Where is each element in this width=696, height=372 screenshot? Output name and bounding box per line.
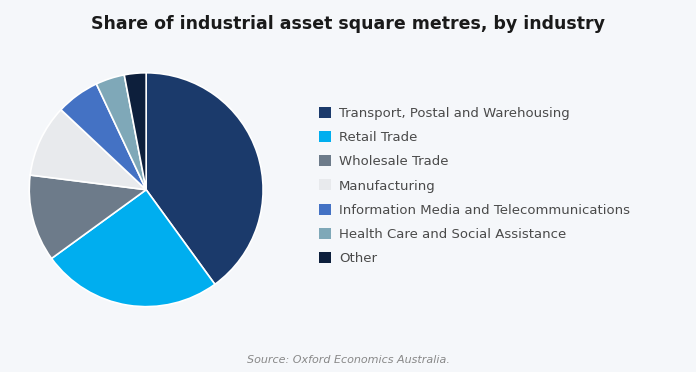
Wedge shape [125,73,146,190]
Wedge shape [29,175,146,259]
Text: Share of industrial asset square metres, by industry: Share of industrial asset square metres,… [91,15,605,33]
Text: Source: Oxford Economics Australia.: Source: Oxford Economics Australia. [246,355,450,365]
Wedge shape [52,190,215,307]
Wedge shape [61,84,146,190]
Wedge shape [96,75,146,190]
Wedge shape [146,73,263,284]
Legend: Transport, Postal and Warehousing, Retail Trade, Wholesale Trade, Manufacturing,: Transport, Postal and Warehousing, Retai… [319,107,630,265]
Wedge shape [30,110,146,190]
